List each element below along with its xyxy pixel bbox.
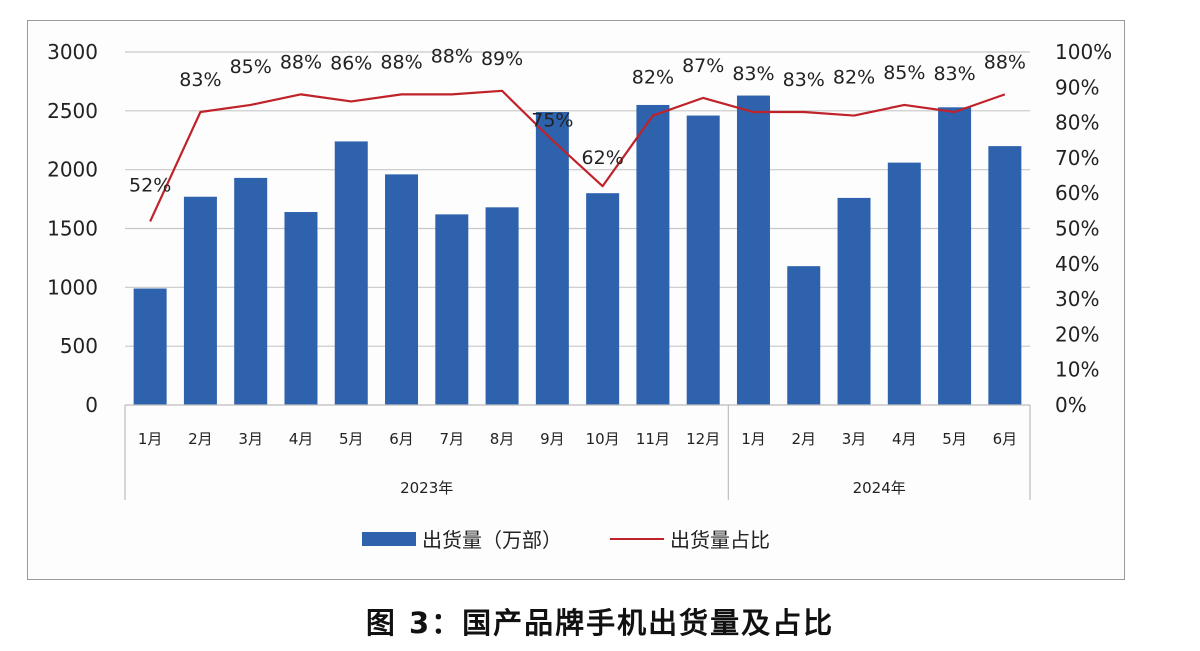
bar <box>334 141 368 405</box>
x-axis-tick-label: 2月 <box>791 430 816 448</box>
x-axis-tick-label: 9月 <box>540 430 565 448</box>
y2-axis-tick-label: 100% <box>1055 40 1112 64</box>
bar <box>535 112 569 405</box>
bar <box>435 214 469 405</box>
data-label: 83% <box>933 63 975 85</box>
data-label: 62% <box>582 147 624 169</box>
y2-axis-tick-label: 30% <box>1055 287 1099 311</box>
x-axis-tick-label: 6月 <box>389 430 414 448</box>
x-axis-group-label: 2024年 <box>853 479 906 497</box>
legend-bar-swatch-icon <box>362 531 416 546</box>
x-axis-tick-label: 11月 <box>636 430 670 448</box>
x-axis-tick-label: 10月 <box>586 430 620 448</box>
x-axis-tick-label: 8月 <box>490 430 515 448</box>
share-line <box>149 89 1006 222</box>
bar <box>133 288 167 405</box>
y-axis-tick-label: 500 <box>60 334 98 358</box>
bar <box>686 115 720 405</box>
y2-axis-tick-label: 90% <box>1055 75 1099 99</box>
bar <box>586 193 620 405</box>
x-axis-tick-label: 7月 <box>440 430 465 448</box>
data-label: 52% <box>129 174 171 196</box>
y2-axis-tick-label: 0% <box>1055 393 1087 417</box>
y2-axis-tick-label: 80% <box>1055 111 1099 135</box>
y-axis-tick-label: 2000 <box>47 158 98 182</box>
legend: 出货量（万部） 出货量占比 <box>362 524 770 553</box>
bar <box>787 266 821 405</box>
data-label: 85% <box>230 56 272 78</box>
bar <box>887 162 921 405</box>
x-axis-tick-label: 2月 <box>188 430 213 448</box>
y-axis-tick-label: 2500 <box>47 99 98 123</box>
bar <box>837 197 871 405</box>
y2-axis-tick-label: 50% <box>1055 217 1099 241</box>
data-label: 85% <box>883 62 925 84</box>
data-label: 87% <box>682 55 724 77</box>
bar <box>284 212 318 405</box>
data-label: 89% <box>481 48 523 70</box>
legend-item-shipments: 出货量（万部） <box>362 524 562 553</box>
data-label: 83% <box>732 63 774 85</box>
y-axis-tick-label: 3000 <box>47 40 98 64</box>
y2-axis-tick-label: 20% <box>1055 322 1099 346</box>
data-label: 82% <box>632 67 674 89</box>
x-axis-tick-label: 6月 <box>993 430 1018 448</box>
y2-axis-tick-label: 60% <box>1055 181 1099 205</box>
y-axis-tick-label: 0 <box>85 393 98 417</box>
bar <box>385 174 419 405</box>
y2-axis-tick-label: 10% <box>1055 358 1099 382</box>
data-label: 83% <box>783 69 825 91</box>
bar <box>485 207 519 405</box>
x-axis-tick-label: 5月 <box>339 430 364 448</box>
x-axis-group-label: 2023年 <box>400 479 453 497</box>
x-axis-tick-label: 12月 <box>686 430 720 448</box>
x-axis-tick-label: 3月 <box>238 430 263 448</box>
data-label: 83% <box>179 69 221 91</box>
x-axis-tick-label: 1月 <box>138 430 163 448</box>
x-axis-tick-label: 5月 <box>942 430 967 448</box>
bar <box>736 95 770 405</box>
x-axis-tick-label: 3月 <box>842 430 867 448</box>
bar <box>636 104 670 405</box>
figure-caption: 图 3：国产品牌手机出货量及占比 <box>365 606 835 640</box>
legend-label-share: 出货量占比 <box>670 528 770 552</box>
data-label: 88% <box>380 51 422 73</box>
x-axis-tick-label: 4月 <box>289 430 314 448</box>
data-label: 75% <box>531 109 573 131</box>
bar <box>988 146 1022 405</box>
x-axis-tick-label: 1月 <box>741 430 766 448</box>
legend-label-shipments: 出货量（万部） <box>422 528 562 552</box>
data-label: 88% <box>431 45 473 67</box>
legend-line-swatch-icon <box>610 537 664 540</box>
data-label: 88% <box>280 51 322 73</box>
x-axis-tick-label: 4月 <box>892 430 917 448</box>
bar <box>938 107 972 405</box>
y2-axis-tick-label: 40% <box>1055 252 1099 276</box>
bar <box>234 177 268 405</box>
data-label: 86% <box>330 52 372 74</box>
data-label: 88% <box>984 51 1026 73</box>
y-axis-tick-label: 1000 <box>47 275 98 299</box>
bar <box>183 196 217 405</box>
y2-axis-tick-label: 70% <box>1055 146 1099 170</box>
y-axis-tick-label: 1500 <box>47 217 98 241</box>
data-label: 82% <box>833 67 875 89</box>
legend-item-share: 出货量占比 <box>610 524 770 553</box>
